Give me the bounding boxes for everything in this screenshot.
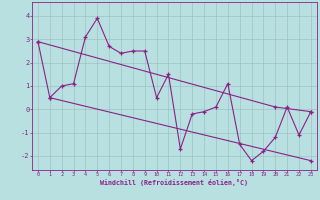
X-axis label: Windchill (Refroidissement éolien,°C): Windchill (Refroidissement éolien,°C) — [100, 179, 248, 186]
